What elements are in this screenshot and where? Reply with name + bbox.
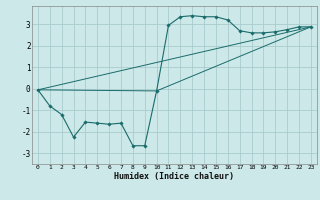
X-axis label: Humidex (Indice chaleur): Humidex (Indice chaleur) <box>115 172 234 181</box>
